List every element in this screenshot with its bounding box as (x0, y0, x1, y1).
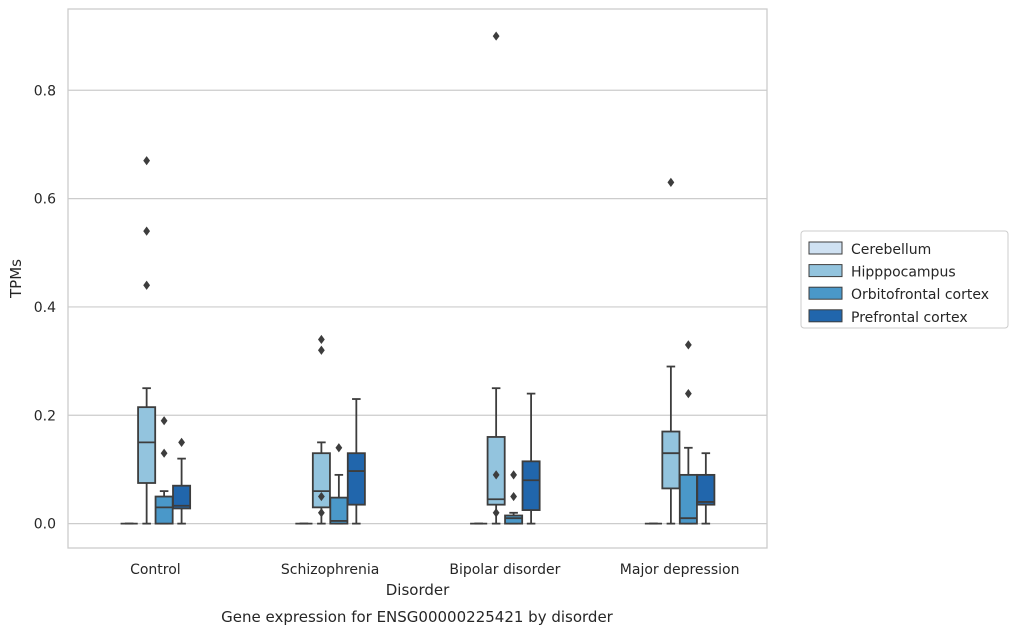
box-iqr (154, 495, 174, 525)
outlier-point (492, 31, 500, 41)
chart-title: Gene expression for ENSG00000225421 by d… (221, 608, 614, 626)
legend-swatch (808, 264, 843, 278)
outlier-point (492, 508, 500, 518)
legend-swatch (808, 309, 843, 323)
box-prefrontal-cortex (172, 437, 192, 525)
legend-label: Hipppocampus (851, 265, 956, 281)
outlier-point (143, 226, 151, 236)
x-tick-label: Control (130, 562, 181, 578)
outlier-point (160, 448, 168, 458)
y-axis-ticks: 0.0 0.2 0.4 0.6 0.8 (34, 83, 56, 532)
legend-frame (800, 230, 1009, 329)
outlier-point (492, 470, 500, 480)
box-iqr (696, 473, 716, 506)
x-tick-label: Bipolar disorder (449, 562, 560, 578)
x-axis-title: Disorder (386, 581, 450, 599)
legend-swatch (808, 286, 843, 300)
outlier-point (510, 470, 518, 480)
box-hipppocampus (661, 177, 681, 525)
legend-items: Cerebellum Hipppocampus Orbitofrontal cort… (808, 241, 989, 326)
x-axis-ticks: Control Schizophrenia Bipolar disorder Majo… (130, 562, 739, 578)
box-orbitofrontal-cortex (504, 470, 524, 525)
box-iqr (329, 496, 349, 525)
legend-swatch (808, 241, 843, 255)
outlier-point (684, 389, 692, 399)
legend-label: Cerebellum (851, 242, 931, 258)
box-iqr (504, 514, 524, 525)
outlier-point (667, 177, 675, 187)
outlier-point (143, 280, 151, 290)
box-hipppocampus (311, 334, 331, 525)
x-tick-label: Major depression (620, 562, 740, 578)
outlier-point (178, 437, 185, 447)
box-hipppocampus (486, 31, 506, 525)
outlier-point (510, 491, 518, 502)
y-axis-title: TPMs (7, 259, 25, 299)
legend-label: Orbitofrontal cortex (851, 287, 989, 303)
box-orbitofrontal-cortex (678, 340, 698, 525)
box-series (120, 31, 716, 525)
y-tick-label: 0.4 (34, 300, 56, 316)
box-iqr (661, 430, 681, 490)
plot-area-frame (67, 8, 768, 549)
x-tick-label: Schizophrenia (281, 562, 379, 578)
box-orbitofrontal-cortex (329, 443, 349, 525)
legend: Cerebellum Hipppocampus Orbitofrontal cort… (800, 230, 1009, 329)
box-iqr (521, 460, 541, 511)
y-tick-label: 0.0 (34, 517, 56, 533)
outlier-point (143, 156, 151, 166)
box-orbitofrontal-cortex (154, 416, 174, 525)
box-prefrontal-cortex (696, 452, 716, 525)
box-iqr (346, 452, 366, 506)
legend-label: Prefrontal cortex (851, 310, 968, 326)
outlier-point (317, 345, 325, 355)
outlier-point (335, 443, 343, 453)
outlier-point (160, 416, 168, 426)
box-iqr (137, 406, 157, 484)
box-hipppocampus (137, 156, 157, 525)
outlier-point (317, 491, 325, 502)
y-tick-label: 0.6 (34, 192, 56, 208)
box-prefrontal-cortex (521, 392, 541, 525)
box-iqr (311, 452, 331, 509)
y-tick-label: 0.8 (34, 83, 56, 99)
box-iqr (172, 484, 192, 510)
outlier-point (317, 508, 325, 518)
y-tick-label: 0.2 (34, 408, 56, 424)
outlier-point (317, 334, 325, 345)
outlier-point (684, 340, 692, 350)
box-prefrontal-cortex (346, 398, 366, 525)
box-iqr (678, 473, 698, 525)
